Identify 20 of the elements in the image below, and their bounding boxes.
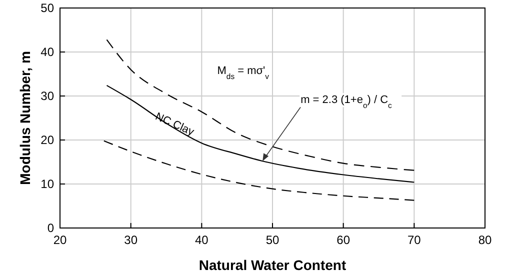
x-axis-title: Natural Water Content [198,257,346,273]
x-tick-label: 20 [53,233,67,247]
y-tick-label: 30 [40,89,54,103]
y-tick-label: 20 [40,133,54,147]
y-tick-label: 40 [40,45,54,59]
line-series [103,140,415,201]
annotation: m = 2.3 (1+e$_{o}$) / C$_{c}$ [300,94,392,110]
y-tick-label: 10 [40,177,54,191]
x-tick-label: 80 [478,233,492,247]
x-tick-label: 30 [124,233,138,247]
line-series [106,39,415,171]
y-tick-label: 50 [40,1,54,15]
line-series [106,84,415,183]
y-axis-title: Modulus Number, m [17,51,33,185]
x-tick-label: 40 [194,233,209,247]
annotation: M$_{ds}$ = mσ'$_{v}$ [217,65,270,80]
x-tick-label: 70 [407,233,422,247]
x-tick-label: 60 [336,233,350,247]
y-tick-label: 0 [47,221,54,235]
x-tick-label: 50 [266,233,280,247]
